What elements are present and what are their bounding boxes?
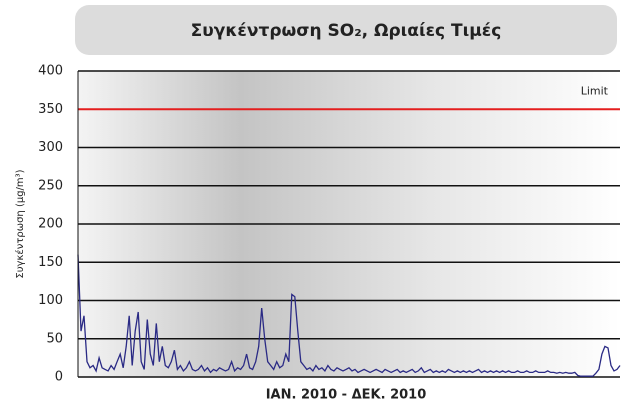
limit-label: Limit	[581, 84, 609, 97]
y-axis-label: Συγκέντρωση (μg/m³)	[14, 169, 26, 278]
y-tick-label: 350	[38, 102, 63, 117]
y-tick-label: 150	[38, 255, 63, 270]
data-line	[77, 254, 621, 377]
y-tick-label: 0	[55, 370, 63, 385]
y-tick-label: 250	[38, 178, 63, 193]
title-box	[75, 5, 617, 55]
y-tick-label: 100	[38, 293, 63, 308]
y-tick-label: 200	[38, 217, 63, 232]
y-tick-label: 400	[38, 64, 63, 79]
x-axis-label: ΙΑΝ. 2010 - ΔΕΚ. 2010	[266, 388, 427, 403]
chart-title: Συγκέντρωση SO₂, Ωριαίες Τιμές	[191, 21, 502, 41]
y-tick-label: 50	[46, 331, 63, 346]
y-tick-label: 300	[38, 140, 63, 155]
